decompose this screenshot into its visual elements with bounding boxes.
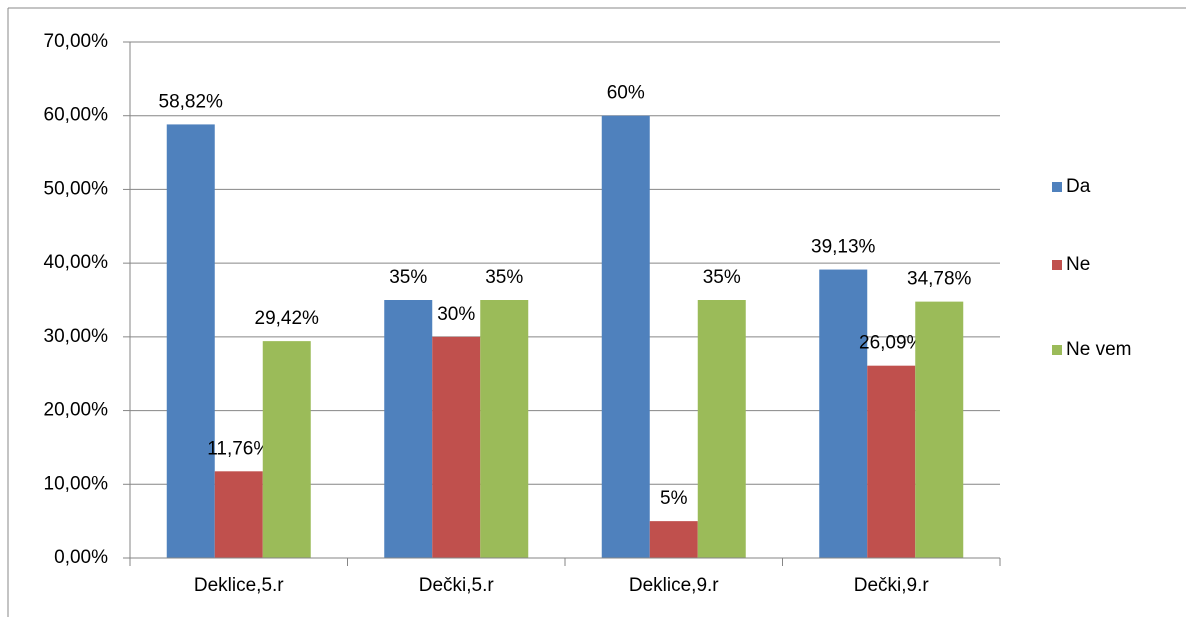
value-label: 26,09% bbox=[859, 333, 924, 354]
bar bbox=[867, 365, 916, 558]
value-label: 60% bbox=[607, 83, 645, 104]
y-tick-label: 50,00% bbox=[44, 178, 109, 199]
y-tick-label: 70,00% bbox=[44, 31, 109, 52]
value-label: 35% bbox=[389, 267, 427, 288]
bar bbox=[166, 124, 215, 559]
legend-swatch bbox=[1052, 260, 1062, 270]
y-tick-label: 10,00% bbox=[44, 473, 109, 494]
y-tick-label: 60,00% bbox=[44, 105, 109, 126]
bar bbox=[384, 300, 433, 558]
bar bbox=[649, 521, 698, 558]
legend-label: Ne vem bbox=[1066, 339, 1131, 360]
x-tick-label: Deklice,5.r bbox=[194, 575, 284, 596]
bar bbox=[480, 300, 529, 558]
bar bbox=[601, 115, 650, 558]
legend-swatch bbox=[1052, 182, 1062, 192]
bar bbox=[915, 301, 964, 558]
y-tick-label: 20,00% bbox=[44, 400, 109, 421]
bar bbox=[697, 300, 746, 558]
legend-swatch bbox=[1052, 345, 1062, 355]
value-label: 29,42% bbox=[255, 308, 320, 329]
y-tick-label: 30,00% bbox=[44, 326, 109, 347]
value-label: 34,78% bbox=[907, 269, 972, 290]
bar bbox=[214, 471, 263, 558]
y-tick-label: 40,00% bbox=[44, 252, 109, 273]
value-label: 5% bbox=[660, 488, 688, 509]
legend-label: Da bbox=[1066, 176, 1091, 197]
bar bbox=[262, 341, 311, 558]
legend-label: Ne bbox=[1066, 254, 1090, 275]
value-label: 39,13% bbox=[811, 237, 876, 258]
value-label: 58,82% bbox=[159, 91, 224, 112]
value-label: 35% bbox=[703, 267, 741, 288]
value-label: 30% bbox=[437, 304, 475, 325]
value-label: 35% bbox=[485, 267, 523, 288]
bar bbox=[432, 336, 481, 558]
x-tick-label: Deklice,9.r bbox=[629, 575, 719, 596]
bar bbox=[819, 269, 868, 558]
x-tick-label: Dečki,5.r bbox=[419, 575, 495, 596]
x-tick-label: Dečki,9.r bbox=[854, 575, 930, 596]
value-label: 11,76% bbox=[207, 438, 270, 459]
y-tick-label: 0,00% bbox=[54, 547, 108, 568]
